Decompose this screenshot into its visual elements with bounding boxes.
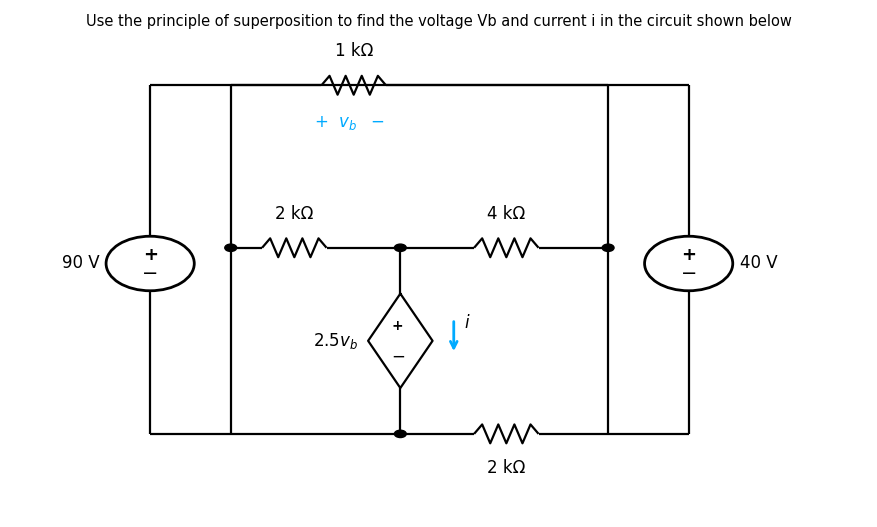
Text: −: −	[391, 347, 404, 366]
Text: +: +	[392, 319, 403, 333]
Text: 90 V: 90 V	[61, 255, 99, 272]
Circle shape	[395, 430, 406, 437]
Text: 2.5$v_b$: 2.5$v_b$	[313, 331, 358, 351]
Text: −: −	[681, 265, 697, 284]
Circle shape	[395, 244, 406, 251]
Circle shape	[225, 244, 237, 251]
Circle shape	[602, 244, 614, 251]
Text: +: +	[143, 246, 158, 264]
Text: 4 kΩ: 4 kΩ	[488, 204, 525, 222]
Text: 1 kΩ: 1 kΩ	[334, 42, 373, 60]
Text: $+\ \ v_b\ \ -$: $+\ \ v_b\ \ -$	[314, 114, 385, 132]
Text: 40 V: 40 V	[739, 255, 777, 272]
Text: −: −	[142, 265, 159, 284]
Text: 2 kΩ: 2 kΩ	[275, 204, 313, 222]
Text: 2 kΩ: 2 kΩ	[487, 459, 525, 477]
Text: +: +	[681, 246, 696, 264]
Text: Use the principle of superposition to find the voltage Vb and current i in the c: Use the principle of superposition to fi…	[86, 15, 791, 30]
Text: i: i	[464, 314, 468, 332]
